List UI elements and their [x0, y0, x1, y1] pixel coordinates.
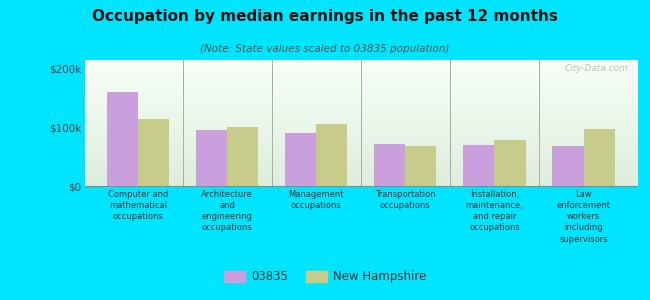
- Bar: [374, 144, 406, 186]
- Bar: [316, 124, 347, 186]
- Text: Occupation by median earnings in the past 12 months: Occupation by median earnings in the pas…: [92, 9, 558, 24]
- Bar: [584, 129, 615, 186]
- Bar: [406, 146, 437, 186]
- Bar: [552, 146, 584, 186]
- Bar: [495, 140, 526, 186]
- Bar: [285, 133, 316, 186]
- Bar: [107, 92, 138, 186]
- Bar: [138, 118, 169, 186]
- Text: (Note: State values scaled to 03835 population): (Note: State values scaled to 03835 popu…: [200, 44, 450, 53]
- Legend: 03835, New Hampshire: 03835, New Hampshire: [219, 266, 431, 288]
- Bar: [463, 145, 495, 186]
- Bar: [196, 130, 227, 186]
- Bar: [227, 128, 258, 186]
- Text: City-Data.com: City-Data.com: [565, 64, 629, 73]
